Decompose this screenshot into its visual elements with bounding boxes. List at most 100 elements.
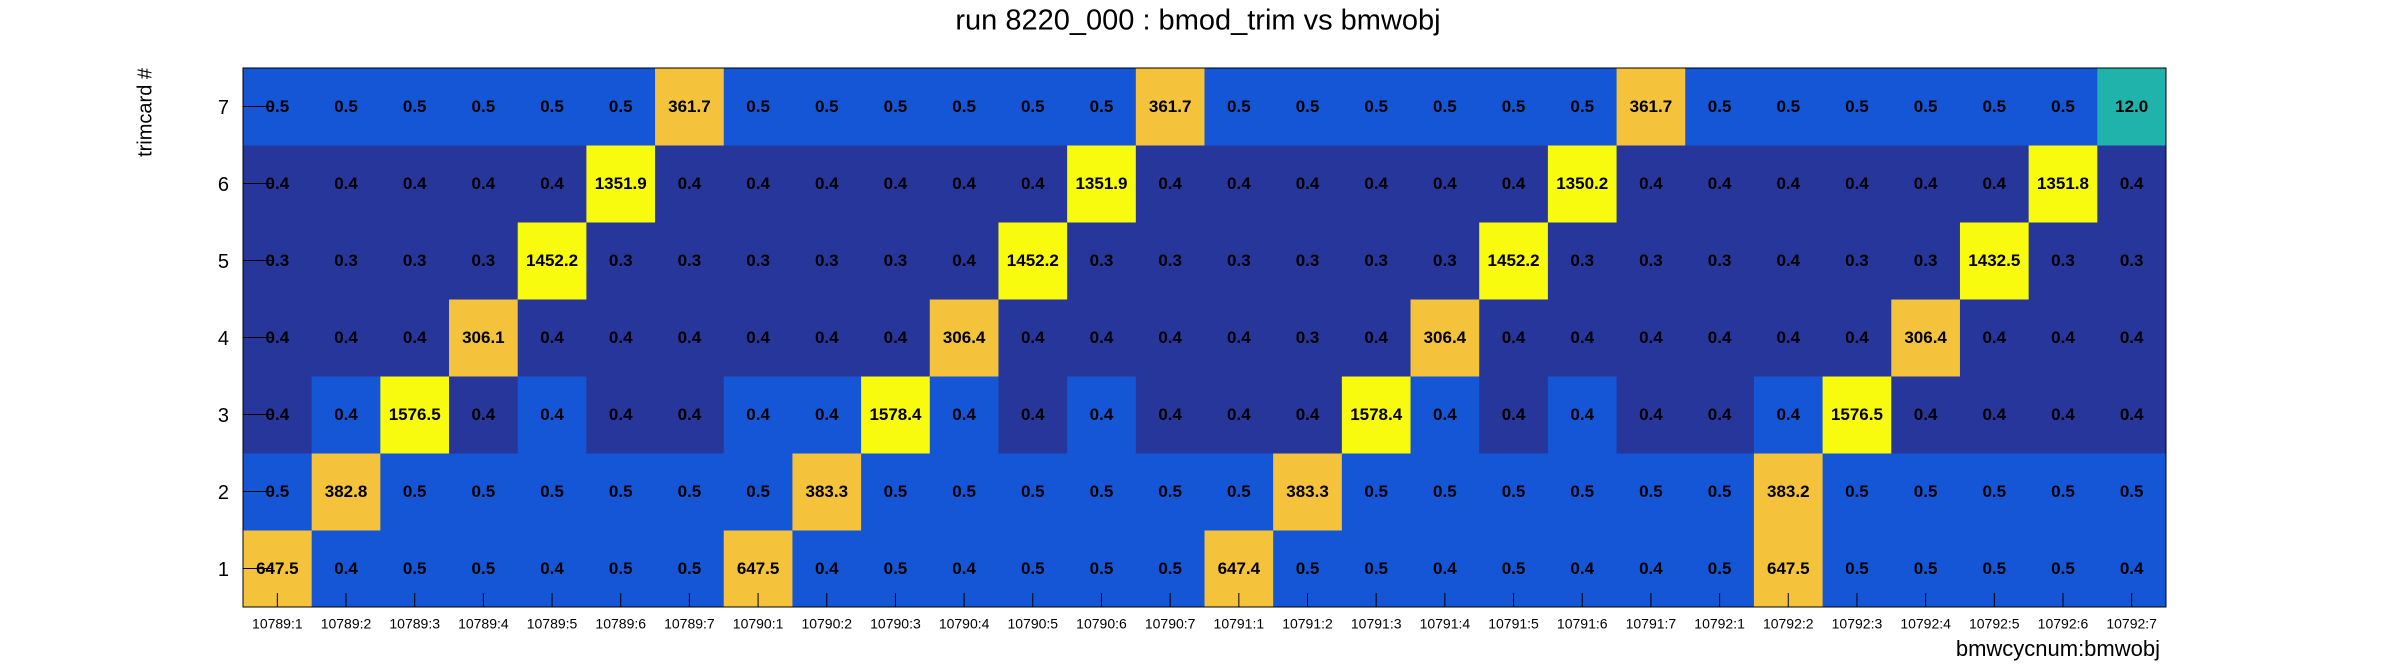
cell-label: 0.5 (884, 482, 908, 501)
heatmap-cell (723, 453, 793, 531)
cell-label: 0.5 (609, 482, 633, 501)
cell-label: 0.4 (334, 559, 358, 578)
cell-label: 0.4 (2051, 405, 2075, 424)
heatmap-cell (1547, 453, 1618, 531)
cell-label: 0.3 (678, 251, 702, 270)
heatmap-cell (449, 68, 519, 146)
heatmap-cell (1753, 453, 1824, 531)
cell-label: 0.3 (1227, 251, 1251, 270)
heatmap-cell (1479, 222, 1549, 300)
heatmap-cell (449, 299, 519, 377)
heatmap-cell (861, 299, 931, 377)
heatmap-cell (1067, 299, 1137, 377)
x-tick-label: 10792:5 (1969, 616, 2020, 632)
cell-label: 0.4 (1364, 174, 1388, 193)
heatmap-cell (380, 68, 450, 146)
cell-label: 0.3 (334, 251, 358, 270)
heatmap-cell (1959, 453, 2030, 531)
cell-label: 0.4 (609, 405, 633, 424)
heatmap-cell (1891, 453, 1961, 531)
cell-label: 0.4 (1296, 405, 1320, 424)
cell-label: 0.4 (952, 174, 976, 193)
heatmap-cell (655, 299, 725, 377)
y-tick-label: 6 (218, 174, 229, 196)
heatmap-cell (1685, 376, 1755, 454)
cell-label: 0.5 (746, 97, 770, 116)
heatmap-cell (517, 299, 587, 377)
cell-label: 0.5 (334, 97, 358, 116)
cell-label: 0.5 (1090, 97, 1114, 116)
heatmap-cell (2028, 222, 2098, 300)
cell-label: 0.4 (1639, 174, 1663, 193)
heatmap-cell (311, 376, 381, 454)
cell-label: 0.5 (1845, 559, 1869, 578)
cell-label: 0.5 (403, 559, 427, 578)
cell-label: 0.5 (1090, 482, 1114, 501)
cell-label: 0.3 (1158, 251, 1182, 270)
heatmap-cell (311, 68, 381, 146)
heatmap-cell (1067, 68, 1137, 146)
heatmap-cell (1410, 299, 1480, 377)
cell-label: 0.4 (1708, 174, 1732, 193)
heatmap-cell (311, 299, 381, 377)
heatmap-cell (1685, 299, 1755, 377)
cell-label: 0.5 (1227, 97, 1251, 116)
heatmap-cell (1547, 376, 1618, 454)
heatmap-cell (1479, 453, 1549, 531)
heatmap-cell (861, 68, 931, 146)
heatmap-cell (449, 453, 519, 531)
cell-label: 0.5 (403, 482, 427, 501)
cell-label: 0.4 (472, 405, 496, 424)
heatmap-cell (1479, 299, 1549, 377)
cell-label: 0.5 (472, 97, 496, 116)
cell-label: 0.4 (1227, 405, 1251, 424)
heatmap-cell (449, 376, 519, 454)
heatmap-cell (1822, 222, 1892, 300)
x-tick-label: 10790:1 (733, 616, 784, 632)
x-tick-label: 10791:3 (1351, 616, 1402, 632)
y-axis-title: trimcard # (134, 67, 156, 157)
heatmap-cell (586, 222, 656, 300)
cell-label: 0.4 (2120, 405, 2144, 424)
cell-label: 0.5 (1570, 482, 1594, 501)
cell-label: 1452.2 (1488, 251, 1540, 270)
heatmap-cell (2097, 68, 2167, 146)
cell-label: 0.5 (1708, 559, 1732, 578)
cell-label: 0.5 (884, 559, 908, 578)
cell-label: 0.5 (952, 482, 976, 501)
heatmap-cell (2028, 453, 2098, 531)
x-tick-label: 10791:4 (1420, 616, 1471, 632)
cell-label: 0.4 (952, 251, 976, 270)
cell-label: 0.4 (403, 328, 427, 347)
cell-label: 0.4 (678, 174, 702, 193)
heatmap-cell (723, 376, 793, 454)
heatmap-cell (1685, 222, 1755, 300)
heatmap-cell (1891, 376, 1961, 454)
cell-label: 0.5 (1914, 97, 1938, 116)
heatmap-cell (1135, 376, 1205, 454)
heatmap-cell (1959, 222, 2030, 300)
heatmap-cell (655, 222, 725, 300)
heatmap-cell (1341, 68, 1412, 146)
x-tick-label: 10790:2 (801, 616, 852, 632)
heatmap-cell (1547, 68, 1618, 146)
x-tick-label: 10792:1 (1694, 616, 1745, 632)
heatmap-cell (1959, 68, 2030, 146)
heatmap-cell (1410, 376, 1480, 454)
cell-label: 0.5 (1982, 559, 2006, 578)
heatmap-cell (861, 376, 931, 454)
heatmap-cell (1273, 376, 1343, 454)
cell-label: 0.5 (1502, 97, 1526, 116)
cell-label: 0.5 (1914, 559, 1938, 578)
cell-label: 0.4 (1502, 328, 1526, 347)
x-tick-label: 10792:2 (1763, 616, 1814, 632)
cell-label: 0.5 (1296, 559, 1320, 578)
y-tick-label: 4 (218, 328, 229, 350)
heatmap-cell (1822, 145, 1892, 223)
cell-label: 0.4 (1227, 328, 1251, 347)
heatmap-cell (586, 145, 656, 223)
cell-label: 0.3 (1296, 251, 1320, 270)
heatmap-cell (449, 145, 519, 223)
cell-label: 0.5 (952, 97, 976, 116)
heatmap-cell (1616, 222, 1686, 300)
